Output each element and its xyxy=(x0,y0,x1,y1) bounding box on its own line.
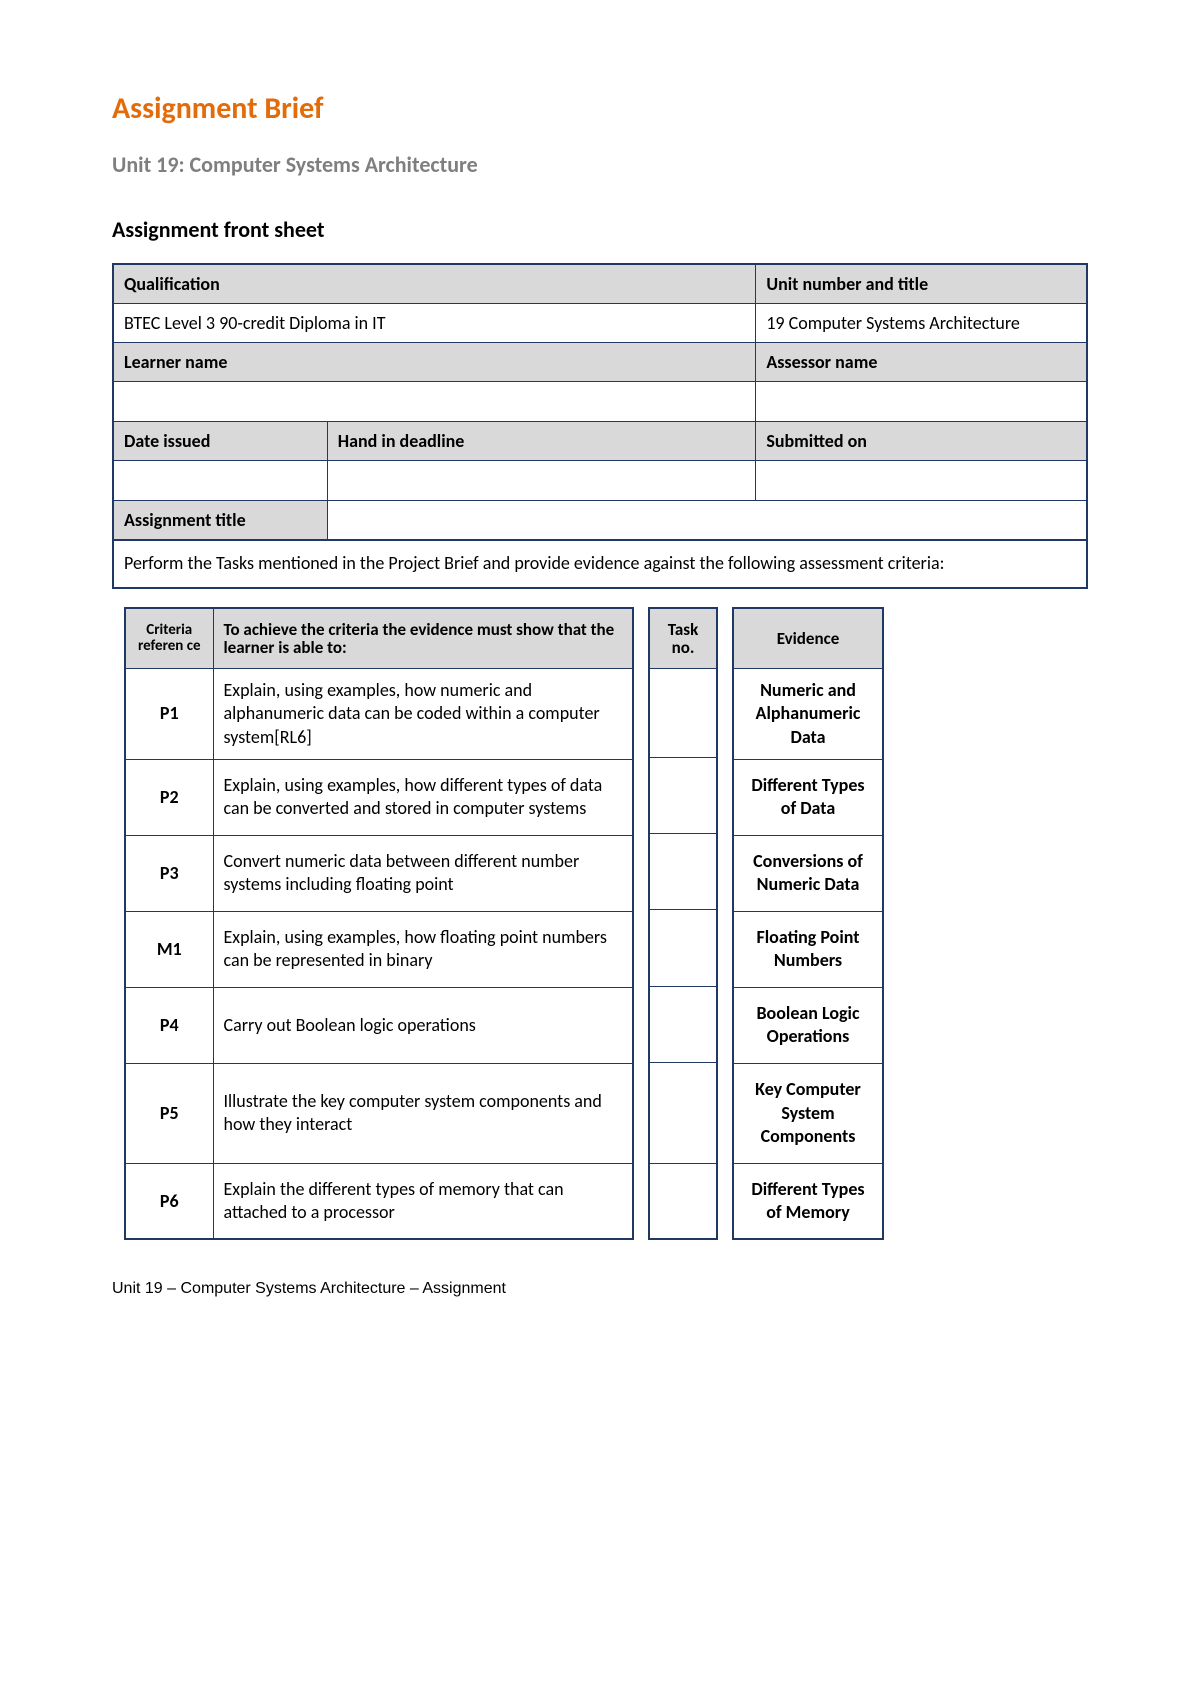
criteria-desc: Explain, using examples, how floating po… xyxy=(213,911,633,987)
table-row: P5Illustrate the key computer system com… xyxy=(125,1063,633,1163)
table-row xyxy=(649,986,717,1062)
section-heading: Assignment front sheet xyxy=(112,216,1088,243)
table-row xyxy=(649,1063,717,1164)
evidence-cell: Numeric and Alphanumeric Data xyxy=(733,668,883,759)
criteria-desc: Explain, using examples, how different t… xyxy=(213,759,633,835)
evidence-cell: Floating Point Numbers xyxy=(733,911,883,987)
date-issued-label: Date issued xyxy=(113,422,327,461)
submitted-value xyxy=(756,461,1087,501)
task-cell xyxy=(649,1063,717,1164)
qualification-value: BTEC Level 3 90-credit Diploma in IT xyxy=(113,304,756,343)
criteria-desc: Explain, using examples, how numeric and… xyxy=(213,668,633,759)
table-row: Key Computer System Components xyxy=(733,1063,883,1163)
criteria-desc-header: To achieve the criteria the evidence mus… xyxy=(213,608,633,668)
table-row: BTEC Level 3 90-credit Diploma in IT 19 … xyxy=(113,304,1087,343)
table-row: P1Explain, using examples, how numeric a… xyxy=(125,668,633,759)
front-sheet-table: Qualification Unit number and title BTEC… xyxy=(112,263,1088,541)
date-issued-value xyxy=(113,461,327,501)
hand-in-label: Hand in deadline xyxy=(327,422,756,461)
criteria-wrap: Criteria referen ce To achieve the crite… xyxy=(112,607,1088,1240)
criteria-ref: P5 xyxy=(125,1063,213,1163)
evidence-cell: Boolean Logic Operations xyxy=(733,987,883,1063)
criteria-ref-header: Criteria referen ce xyxy=(125,608,213,668)
evidence-cell: Conversions of Numeric Data xyxy=(733,835,883,911)
criteria-ref: P1 xyxy=(125,668,213,759)
table-row: Date issued Hand in deadline Submitted o… xyxy=(113,422,1087,461)
criteria-ref: P3 xyxy=(125,835,213,911)
evidence-cell: Different Types of Memory xyxy=(733,1163,883,1239)
table-row: P3Convert numeric data between different… xyxy=(125,835,633,911)
table-row xyxy=(649,910,717,986)
table-row: Conversions of Numeric Data xyxy=(733,835,883,911)
criteria-evidence-table: Evidence Numeric and Alphanumeric Data D… xyxy=(732,607,884,1240)
table-row: Different Types of Memory xyxy=(733,1163,883,1239)
task-cell xyxy=(649,757,717,833)
table-row: P6Explain the different types of memory … xyxy=(125,1163,633,1239)
learner-value xyxy=(113,382,756,422)
assessor-value xyxy=(756,382,1087,422)
criteria-ref: M1 xyxy=(125,911,213,987)
assignment-title-value xyxy=(327,501,1087,541)
table-row: Learner name Assessor name xyxy=(113,343,1087,382)
table-row: Assignment title xyxy=(113,501,1087,541)
table-row xyxy=(649,669,717,757)
table-row: Task no. xyxy=(649,608,717,668)
table-row: Different Types of Data xyxy=(733,759,883,835)
criteria-ref: P2 xyxy=(125,759,213,835)
assignment-title-label: Assignment title xyxy=(113,501,327,541)
unit-value: 19 Computer Systems Architecture xyxy=(756,304,1087,343)
assessor-label: Assessor name xyxy=(756,343,1087,382)
criteria-main-table: Criteria referen ce To achieve the crite… xyxy=(124,607,634,1240)
criteria-ref: P6 xyxy=(125,1163,213,1239)
task-cell xyxy=(649,833,717,909)
document-title: Assignment Brief xyxy=(112,90,1088,127)
table-row: Numeric and Alphanumeric Data xyxy=(733,668,883,759)
criteria-task-table: Task no. xyxy=(648,607,718,1240)
table-row: Evidence xyxy=(733,608,883,668)
table-row: M1Explain, using examples, how floating … xyxy=(125,911,633,987)
task-cell xyxy=(649,910,717,986)
table-row: P4Carry out Boolean logic operations xyxy=(125,987,633,1063)
criteria-desc: Illustrate the key computer system compo… xyxy=(213,1063,633,1163)
evidence-cell: Different Types of Data xyxy=(733,759,883,835)
table-row xyxy=(113,382,1087,422)
instruction-text: Perform the Tasks mentioned in the Proje… xyxy=(112,541,1088,589)
qualification-label: Qualification xyxy=(113,264,756,304)
table-row xyxy=(649,757,717,833)
submitted-label: Submitted on xyxy=(756,422,1087,461)
hand-in-value xyxy=(327,461,756,501)
unit-label: Unit number and title xyxy=(756,264,1087,304)
table-row xyxy=(649,1163,717,1239)
task-cell xyxy=(649,986,717,1062)
criteria-ref: P4 xyxy=(125,987,213,1063)
task-cell xyxy=(649,669,717,757)
table-row xyxy=(649,833,717,909)
evidence-cell: Key Computer System Components xyxy=(733,1063,883,1163)
table-row: Boolean Logic Operations xyxy=(733,987,883,1063)
page-footer: Unit 19 – Computer Systems Architecture … xyxy=(112,1280,1088,1298)
criteria-desc: Explain the different types of memory th… xyxy=(213,1163,633,1239)
evidence-header: Evidence xyxy=(733,608,883,668)
learner-label: Learner name xyxy=(113,343,756,382)
table-row: Qualification Unit number and title xyxy=(113,264,1087,304)
table-row xyxy=(113,461,1087,501)
table-row: Criteria referen ce To achieve the crite… xyxy=(125,608,633,668)
criteria-desc: Convert numeric data between different n… xyxy=(213,835,633,911)
task-header: Task no. xyxy=(649,608,717,668)
table-row: Floating Point Numbers xyxy=(733,911,883,987)
document-subtitle: Unit 19: Computer Systems Architecture xyxy=(112,151,1088,178)
task-cell xyxy=(649,1163,717,1239)
criteria-desc: Carry out Boolean logic operations xyxy=(213,987,633,1063)
table-row: P2Explain, using examples, how different… xyxy=(125,759,633,835)
